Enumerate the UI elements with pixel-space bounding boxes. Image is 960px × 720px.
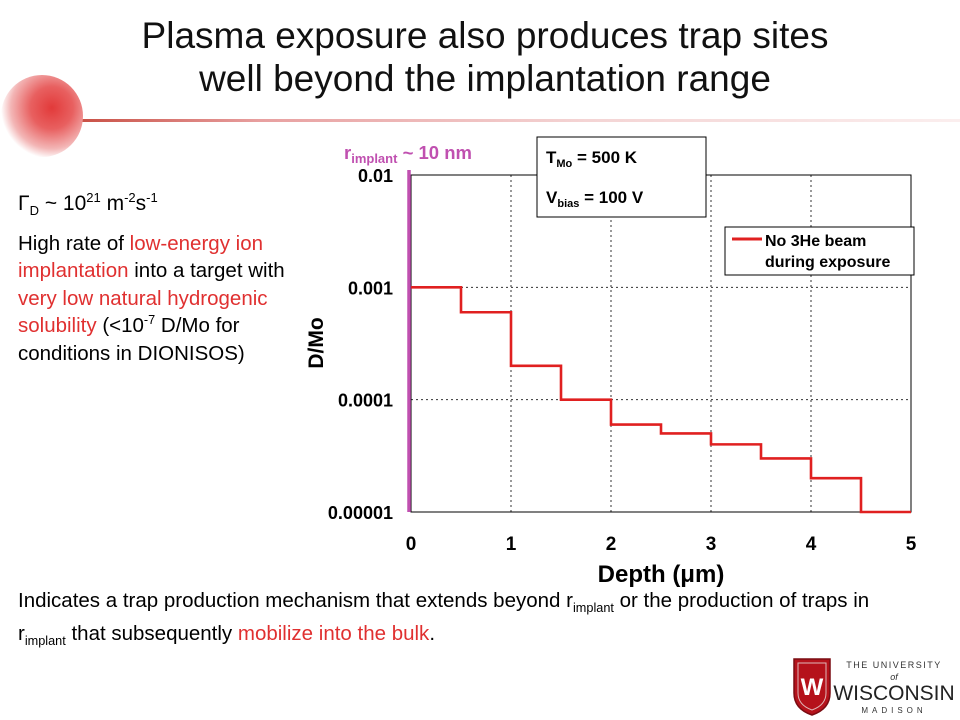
implant-range-label: rimplant ~ 10 nm bbox=[344, 142, 472, 166]
slide-title: Plasma exposure also produces trap sites… bbox=[40, 14, 930, 100]
crest-shield-icon bbox=[793, 658, 831, 716]
desc-exponent: -7 bbox=[143, 312, 156, 328]
temperature-value: = 500 K bbox=[572, 148, 637, 167]
desc-highlight-solubility: very low natural hydrogenic solubility bbox=[18, 286, 268, 338]
flux-unit-m: m bbox=[100, 192, 125, 215]
university-logo: W THE UNIVERSITY of WISCONSIN MADISON bbox=[793, 658, 955, 716]
bias-subscript: bias bbox=[557, 198, 579, 210]
conclusion-text: Indicates a trap production mechanism th… bbox=[18, 584, 918, 650]
implant-label-rest: ~ 10 nm bbox=[397, 142, 472, 163]
implant-label-r: r bbox=[344, 142, 351, 163]
chart-grid bbox=[410, 174, 912, 513]
logo-line-4: MADISON bbox=[861, 706, 926, 715]
conclusion-highlight: mobilize into the bulk bbox=[237, 622, 430, 645]
left-text-block: ΓD ~ 1021 m-2s-1 High rate of low-energy… bbox=[18, 190, 300, 367]
logo-line-1: THE UNIVERSITY bbox=[846, 660, 942, 670]
x-tick-label: 0 bbox=[406, 534, 417, 555]
implant-label-sub: implant bbox=[351, 151, 398, 166]
plot-frame bbox=[410, 174, 912, 513]
x-tick-label: 1 bbox=[506, 534, 517, 555]
desc-part-5: (<10 bbox=[96, 314, 144, 337]
y-axis-label: D/Mo bbox=[305, 317, 328, 368]
title-line-2: well beyond the implantation range bbox=[199, 58, 771, 99]
gamma-subscript: D bbox=[29, 203, 39, 219]
bias-value: = 100 V bbox=[579, 188, 643, 207]
legend-label-line-2: during exposure bbox=[765, 254, 890, 271]
conclusion-part-1: Indicates a trap production mechanism th… bbox=[18, 589, 573, 612]
x-tick-label: 3 bbox=[706, 534, 717, 555]
conditions-box: TMo = 500 K Vbias = 100 V bbox=[536, 136, 707, 218]
series-line bbox=[411, 286, 911, 514]
logo-wordmark: WISCONSIN bbox=[833, 682, 954, 705]
x-tick-label: 2 bbox=[606, 534, 617, 555]
y-tick-label: 0.001 bbox=[348, 278, 393, 298]
title-underline bbox=[28, 119, 960, 122]
flux-base: ~ 10 bbox=[38, 192, 87, 215]
y-tick-label: 0.00001 bbox=[328, 503, 393, 523]
legend-box bbox=[724, 226, 915, 276]
description-paragraph: High rate of low-energy ion implantation… bbox=[18, 230, 300, 368]
desc-part-1: High rate of bbox=[18, 231, 130, 255]
temperature-symbol: T bbox=[546, 148, 557, 167]
flux-s-exponent: -1 bbox=[146, 190, 158, 205]
x-tick-label: 5 bbox=[906, 534, 917, 555]
decorative-red-orb bbox=[1, 75, 83, 157]
gamma-symbol: Γ bbox=[18, 192, 30, 215]
desc-part-6: D/Mo for conditions in DIONISOS) bbox=[18, 314, 245, 365]
y-tick-label: 0.0001 bbox=[338, 391, 393, 411]
crest-letter: W bbox=[801, 674, 824, 701]
y-tick-labels: 0.01 0.001 0.0001 0.00001 bbox=[328, 166, 393, 523]
conclusion-part-5: . bbox=[429, 622, 436, 645]
legend-label-line-1: No 3He beam bbox=[765, 233, 866, 250]
bias-symbol: V bbox=[546, 188, 558, 207]
temperature-condition: TMo = 500 K bbox=[546, 148, 638, 170]
crest-inner-border bbox=[797, 662, 827, 711]
bias-condition: Vbias = 100 V bbox=[546, 188, 644, 210]
x-tick-labels: 0 1 2 3 4 5 bbox=[406, 534, 917, 555]
desc-part-3: into a target with bbox=[128, 259, 285, 282]
legend: No 3He beam during exposure bbox=[724, 226, 915, 276]
y-tick-label: 0.01 bbox=[358, 166, 393, 186]
conclusion-part-3: that subsequently bbox=[65, 622, 238, 645]
flux-exponent: 21 bbox=[86, 190, 101, 205]
flux-m-exponent: -2 bbox=[124, 190, 136, 205]
conclusion-part-2: or the production of traps in r bbox=[18, 589, 870, 645]
temperature-subscript: Mo bbox=[556, 158, 572, 170]
flux-expression: ΓD ~ 1021 m-2s-1 bbox=[18, 190, 300, 218]
logo-line-2: of bbox=[890, 672, 899, 682]
x-tick-label: 4 bbox=[806, 534, 817, 555]
desc-highlight-implantation: low-energy ion implantation bbox=[18, 231, 263, 283]
conclusion-sub-1: implant bbox=[572, 600, 614, 616]
flux-unit-s: s bbox=[135, 192, 147, 215]
conditions-frame bbox=[536, 136, 707, 218]
title-line-1: Plasma exposure also produces trap sites bbox=[141, 15, 829, 56]
conclusion-sub-2: implant bbox=[24, 633, 66, 649]
x-axis-label: Depth (μm) bbox=[598, 561, 725, 588]
series-no-3he-beam bbox=[411, 286, 911, 514]
